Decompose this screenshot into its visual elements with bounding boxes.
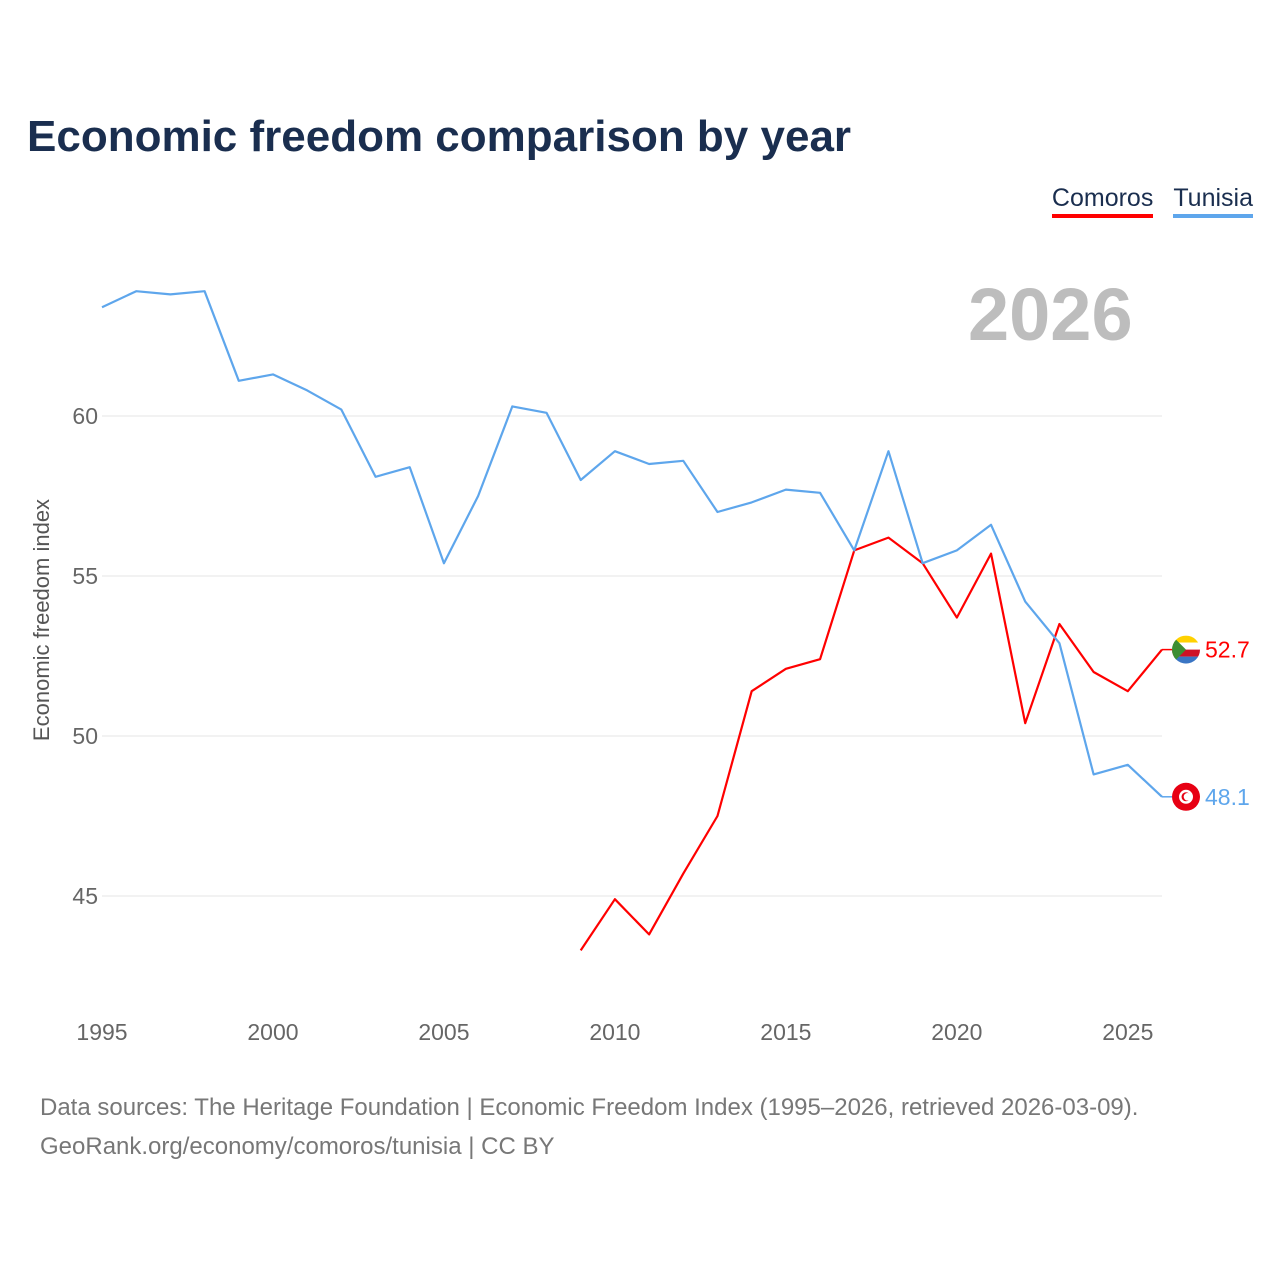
legend: Comoros Tunisia <box>1051 184 1253 218</box>
legend-item-tunisia[interactable]: Tunisia <box>1173 184 1253 218</box>
series-line-comoros <box>579 536 1163 952</box>
footer-link[interactable]: GeoRank.org/economy/comoros/tunisia | CC… <box>40 1133 555 1160</box>
x-tick-label: 2005 <box>418 1019 469 1045</box>
x-tick-label: 2020 <box>931 1019 982 1045</box>
y-tick-label: 60 <box>72 403 98 429</box>
end-value-label-comoros: 52.7 <box>1205 637 1250 663</box>
y-tick-label: 50 <box>72 723 98 749</box>
x-tick-label: 2015 <box>760 1019 811 1045</box>
current-year-label: 2026 <box>968 273 1133 356</box>
legend-item-comoros[interactable]: Comoros <box>1051 184 1154 218</box>
x-tick-label: 2000 <box>247 1019 298 1045</box>
y-tick-label: 45 <box>72 883 98 909</box>
chart-title: Economic freedom comparison by year <box>27 112 852 161</box>
comoros-flag-icon <box>1172 635 1200 664</box>
x-tick-label: 1995 <box>76 1019 127 1045</box>
footer: Data sources: The Heritage Foundation | … <box>40 1088 1138 1166</box>
footer-sources: Data sources: The Heritage Foundation | … <box>40 1094 1139 1121</box>
tunisia-flag-icon <box>1172 782 1200 811</box>
y-tick-label: 55 <box>72 563 98 589</box>
x-tick-label: 2010 <box>589 1019 640 1045</box>
end-value-label-tunisia: 48.1 <box>1205 784 1250 810</box>
series-line-tunisia <box>101 290 1163 798</box>
x-tick-label: 2025 <box>1102 1019 1153 1045</box>
